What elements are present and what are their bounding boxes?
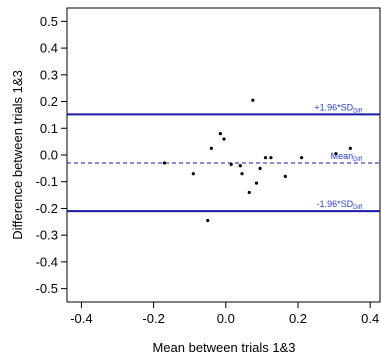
x-tick-label: -0.4: [70, 311, 92, 326]
y-axis-label: Difference between trials 1&3: [10, 70, 25, 240]
x-tick-label: 0.4: [361, 311, 379, 326]
data-point: [299, 156, 304, 160]
data-point: [191, 172, 195, 176]
y-tick-label: -0.4: [36, 254, 58, 269]
data-point: [334, 152, 338, 156]
data-point: [254, 181, 259, 185]
y-tick-label: -0.3: [36, 228, 58, 243]
data-point: [283, 174, 287, 178]
reference-line-label: MeanDiff: [331, 151, 363, 163]
data-point: [238, 164, 242, 168]
x-tick-label: 0.0: [217, 311, 235, 326]
data-point: [162, 161, 167, 165]
data-point: [229, 162, 233, 166]
data-point: [209, 146, 213, 150]
y-tick-label: 0.4: [40, 41, 58, 56]
data-point: [348, 146, 352, 150]
reference-line-label: +1.96*SDDiff: [314, 102, 362, 114]
data-point: [258, 166, 262, 170]
data-point: [269, 156, 273, 160]
y-tick-label: 0.0: [40, 148, 58, 163]
y-tick-label: 0.3: [40, 67, 58, 82]
x-axis-label: Mean between trials 1&3: [152, 340, 295, 355]
y-tick-label: -0.1: [36, 174, 58, 189]
data-point: [222, 137, 226, 141]
x-tick-label: -0.2: [142, 311, 164, 326]
y-tick-label: -0.2: [36, 201, 58, 216]
data-point: [263, 156, 268, 160]
x-tick-label: 0.2: [289, 311, 307, 326]
data-point: [247, 190, 251, 195]
data-point: [251, 98, 255, 102]
reference-line-label: -1.96*SDDiff: [317, 199, 363, 211]
y-tick-label: 0.1: [40, 121, 58, 136]
y-tick-label: 0.2: [40, 94, 58, 109]
y-tick-label: 0.5: [40, 14, 58, 29]
data-point: [218, 132, 222, 136]
data-point: [206, 218, 210, 223]
y-tick-label: -0.5: [36, 281, 58, 296]
data-point: [240, 172, 244, 176]
